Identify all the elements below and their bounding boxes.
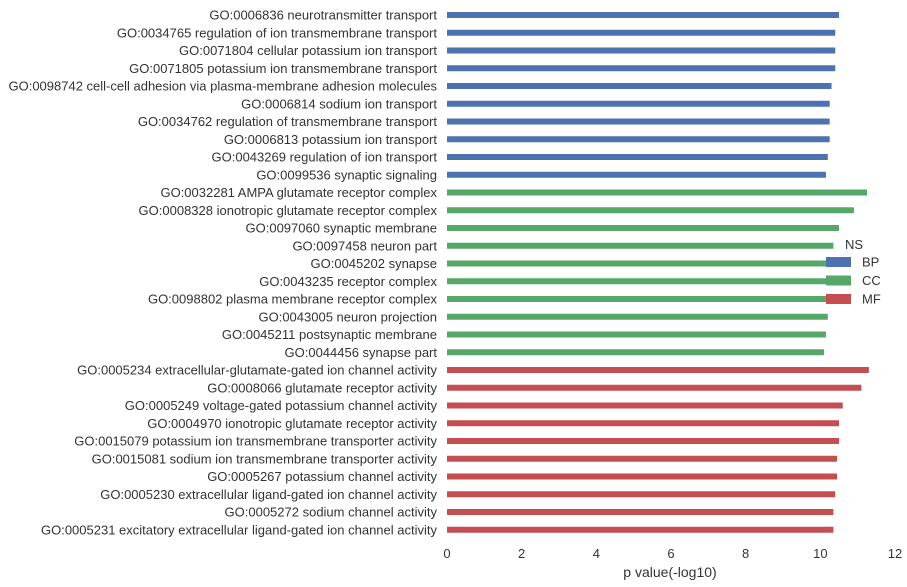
bar-cc <box>447 207 854 214</box>
bar-bp <box>447 47 836 54</box>
bars-layer <box>447 12 869 533</box>
category-label: GO:0032281 AMPA glutamate receptor compl… <box>160 185 437 200</box>
bar-mf <box>447 455 838 462</box>
category-label: GO:0043005 neuron projection <box>258 309 437 324</box>
bar-bp <box>447 118 830 125</box>
category-label: GO:0071805 potassium ion transmembrane t… <box>129 61 437 76</box>
category-label: GO:0034765 regulation of ion transmembra… <box>117 25 438 40</box>
category-label: GO:0004970 ionotropic glutamate receptor… <box>147 416 437 431</box>
bar-bp <box>447 29 836 36</box>
legend-entries: BP CC MF <box>826 255 881 307</box>
category-label: GO:0006836 neurotransmitter transport <box>209 8 437 23</box>
x-tick-label: 2 <box>518 546 525 561</box>
x-axis-label: p value(-log10) <box>623 564 716 580</box>
category-label: GO:0015081 sodium ion transmembrane tran… <box>92 451 438 466</box>
legend-swatch-bp <box>826 257 851 267</box>
x-axis-ticks: 0 2 4 6 8 10 12 <box>443 546 902 561</box>
bar-cc <box>447 278 830 285</box>
bar-mf <box>447 420 839 427</box>
legend-label-bp: BP <box>862 255 879 270</box>
category-label: GO:0045211 postsynaptic membrane <box>222 327 437 342</box>
legend: NS BP CC MF <box>826 237 881 307</box>
category-label: GO:0045202 synapse <box>311 256 437 271</box>
category-label: GO:0006813 potassium ion transport <box>224 132 438 147</box>
bar-bp <box>447 100 830 107</box>
bar-cc <box>447 313 828 320</box>
category-label: GO:0005231 excitatory extracellular liga… <box>41 522 438 537</box>
x-tick-label: 12 <box>888 546 902 561</box>
category-label: GO:0006814 sodium ion transport <box>241 96 437 111</box>
x-tick-label: 6 <box>667 546 674 561</box>
x-tick-label: 4 <box>593 546 600 561</box>
bar-cc <box>447 260 832 267</box>
bar-bp <box>447 136 830 143</box>
bar-cc <box>447 225 839 231</box>
category-label: GO:0071804 cellular potassium ion transp… <box>179 43 437 58</box>
bar-cc <box>447 349 825 356</box>
category-label: GO:0043269 regulation of ion transport <box>212 150 438 165</box>
category-label: GO:0099536 synaptic signaling <box>256 167 437 182</box>
x-tick-label: 0 <box>443 546 450 561</box>
legend-label-cc: CC <box>862 273 881 288</box>
category-label: GO:0044456 synapse part <box>285 345 438 360</box>
bar-bp <box>447 65 836 72</box>
bar-bp <box>447 171 826 178</box>
bar-mf <box>447 491 836 498</box>
category-label: GO:0097458 neuron part <box>292 238 437 253</box>
bar-bp <box>447 154 828 160</box>
x-tick-label: 8 <box>742 546 749 561</box>
bar-mf <box>447 438 839 444</box>
category-label: GO:0005230 extracellular ligand-gated io… <box>100 487 437 502</box>
bar-bp <box>447 83 832 89</box>
category-label: GO:0034762 regulation of transmembrane t… <box>138 114 438 129</box>
bar-cc <box>447 331 826 338</box>
bar-mf <box>447 384 862 391</box>
category-label: GO:0005234 extracellular-glutamate-gated… <box>77 363 437 378</box>
bar-bp <box>447 12 839 18</box>
bar-cc <box>447 242 834 249</box>
bar-cc <box>447 189 867 196</box>
category-label: GO:0005249 voltage-gated potassium chann… <box>125 398 438 413</box>
bar-mf <box>447 526 834 533</box>
bar-mf <box>447 402 843 409</box>
category-label: GO:0098802 plasma membrane receptor comp… <box>148 292 438 307</box>
category-label: GO:0005272 sodium channel activity <box>225 505 438 520</box>
legend-title: NS <box>845 237 863 252</box>
category-label: GO:0097060 synaptic membrane <box>246 221 438 236</box>
category-label: GO:0043235 receptor complex <box>259 274 437 289</box>
bar-mf <box>447 509 834 515</box>
category-label: GO:0008328 ionotropic glutamate receptor… <box>139 203 438 218</box>
bar-cc <box>447 296 828 302</box>
category-label: GO:0008066 glutamate receptor activity <box>207 380 437 395</box>
bar-mf <box>447 473 838 480</box>
legend-label-mf: MF <box>862 292 881 307</box>
bar-mf <box>447 367 869 373</box>
category-label: GO:0098742 cell-cell adhesion via plasma… <box>8 79 437 94</box>
legend-swatch-mf <box>826 294 851 304</box>
category-label: GO:0015079 potassium ion transmembrane t… <box>74 434 437 449</box>
category-labels: GO:0006836 neurotransmitter transport GO:… <box>8 8 437 538</box>
legend-swatch-cc <box>826 275 851 286</box>
category-label: GO:0005267 potassium channel activity <box>207 469 437 484</box>
x-tick-label: 10 <box>813 546 827 561</box>
